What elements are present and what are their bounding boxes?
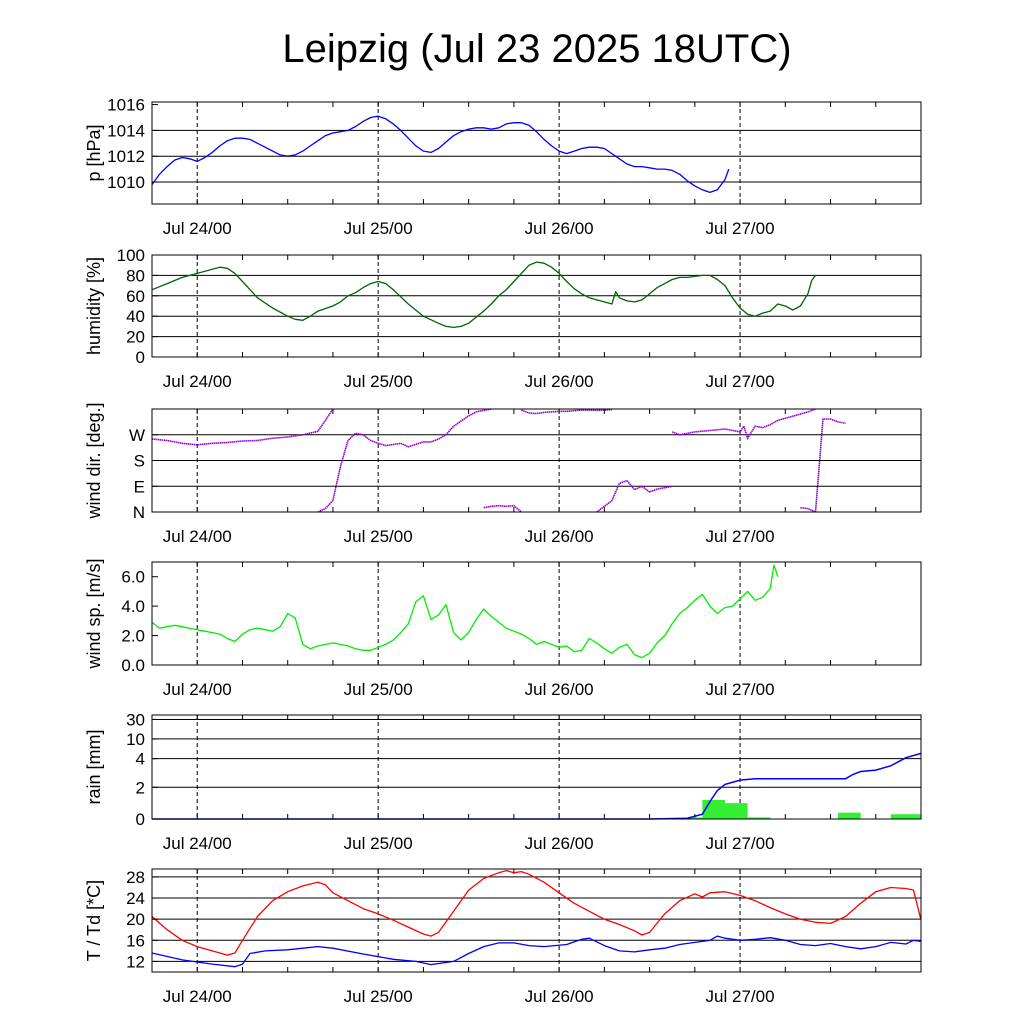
y-tick-label: 20 xyxy=(126,328,145,347)
y-tick-label: 0 xyxy=(136,810,145,829)
y-tick-label: 0.0 xyxy=(121,656,145,675)
y-tick-label: 10 xyxy=(126,730,145,749)
temperature-line-Td xyxy=(151,935,922,968)
y-tick-label: 40 xyxy=(126,307,145,326)
y-tick-label: 16 xyxy=(126,931,145,950)
x-tick-label: Jul 24/00 xyxy=(163,527,232,546)
y-tick-label: 1010 xyxy=(107,173,145,192)
panel-frame xyxy=(151,101,922,205)
y-tick-label: 80 xyxy=(126,266,145,285)
rain-bar xyxy=(838,812,861,819)
y-axis-label: humidity [%] xyxy=(84,257,104,355)
y-axis-label: p [hPa] xyxy=(84,124,104,181)
wind-dir-series xyxy=(317,408,492,513)
y-axis-label: T / Td [*C] xyxy=(84,880,104,961)
y-tick-label: 100 xyxy=(117,246,145,265)
y-tick-label: 60 xyxy=(126,287,145,306)
y-tick-label: S xyxy=(134,452,145,471)
rain-cumulative-line xyxy=(152,752,922,820)
wind-dir-series xyxy=(483,504,522,513)
y-tick-label: 28 xyxy=(126,868,145,887)
panel-frame xyxy=(151,561,922,666)
temperature-line-T xyxy=(151,869,922,956)
x-tick-label: Jul 24/00 xyxy=(163,987,232,1006)
y-tick-label: 24 xyxy=(126,889,145,908)
rain-bar xyxy=(747,817,771,819)
y-axis-label: wind dir. [deg.] xyxy=(84,402,104,519)
y-axis-label: rain [mm] xyxy=(84,729,104,804)
y-tick-label: N xyxy=(133,503,145,522)
x-tick-label: Jul 27/00 xyxy=(706,219,775,238)
y-tick-label: W xyxy=(129,426,145,445)
x-tick-label: Jul 26/00 xyxy=(525,680,594,699)
y-axis-label: wind sp. [m/s] xyxy=(84,558,104,669)
wind_speed-line-0 xyxy=(151,564,779,659)
y-tick-label: 1016 xyxy=(107,96,145,115)
x-tick-label: Jul 25/00 xyxy=(344,987,413,1006)
x-tick-label: Jul 26/00 xyxy=(525,834,594,853)
x-tick-label: Jul 24/00 xyxy=(163,834,232,853)
panel-frame xyxy=(151,868,922,973)
x-tick-label: Jul 24/00 xyxy=(163,680,232,699)
x-tick-label: Jul 24/00 xyxy=(163,372,232,391)
x-tick-label: Jul 25/00 xyxy=(344,834,413,853)
wind-dir-series xyxy=(596,479,673,513)
wind-dir-series xyxy=(671,408,816,441)
rain-bar xyxy=(724,803,748,819)
panel-frame xyxy=(151,254,922,358)
y-tick-label: E xyxy=(134,477,145,496)
y-tick-label: 2.0 xyxy=(121,627,145,646)
panel-temperature: 12 16 20 24 28 Jul 24/00 Jul 25/00 Jul 26/00 Jul… xyxy=(84,868,922,1006)
y-tick-label: 20 xyxy=(126,910,145,929)
x-tick-label: Jul 26/00 xyxy=(525,219,594,238)
panel-pressure: 1010 1012 1014 1016 Jul 24/00 Jul 25/00 Jul 26… xyxy=(84,96,922,238)
wind-dir-series xyxy=(521,408,612,415)
wind-dir-series xyxy=(151,408,334,446)
y-tick-label: 2 xyxy=(136,778,145,797)
x-tick-label: Jul 26/00 xyxy=(525,527,594,546)
y-tick-label: 30 xyxy=(126,710,145,729)
x-tick-label: Jul 27/00 xyxy=(706,680,775,699)
panel-frame xyxy=(151,714,922,820)
x-tick-label: Jul 26/00 xyxy=(525,372,594,391)
x-tick-label: Jul 24/00 xyxy=(163,219,232,238)
panel-wind_speed: 0.0 2.0 4.0 6.0 Jul 24/00 Jul 25/00 Jul 26/00 J… xyxy=(84,558,922,699)
y-tick-label: 12 xyxy=(126,952,145,971)
y-tick-label: 4 xyxy=(136,750,145,769)
y-tick-label: 1012 xyxy=(107,147,145,166)
humidity-line-0 xyxy=(151,261,817,329)
x-tick-label: Jul 27/00 xyxy=(706,372,775,391)
wind-dir-series xyxy=(800,418,846,514)
x-tick-label: Jul 25/00 xyxy=(344,527,413,546)
chart-title: Leipzig (Jul 23 2025 18UTC) xyxy=(282,27,791,71)
x-tick-label: Jul 27/00 xyxy=(706,527,775,546)
x-tick-label: Jul 26/00 xyxy=(525,987,594,1006)
x-tick-label: Jul 25/00 xyxy=(344,372,413,391)
x-tick-label: Jul 25/00 xyxy=(344,219,413,238)
y-tick-label: 4.0 xyxy=(121,597,145,616)
rain-bar xyxy=(687,817,703,819)
y-tick-label: 6.0 xyxy=(121,568,145,587)
pressure-line-0 xyxy=(151,115,730,194)
rain-bar xyxy=(890,814,921,819)
y-tick-label: 0 xyxy=(136,348,145,367)
x-tick-label: Jul 27/00 xyxy=(706,987,775,1006)
x-tick-label: Jul 27/00 xyxy=(706,834,775,853)
x-tick-label: Jul 25/00 xyxy=(344,680,413,699)
y-tick-label: 1014 xyxy=(107,121,145,140)
